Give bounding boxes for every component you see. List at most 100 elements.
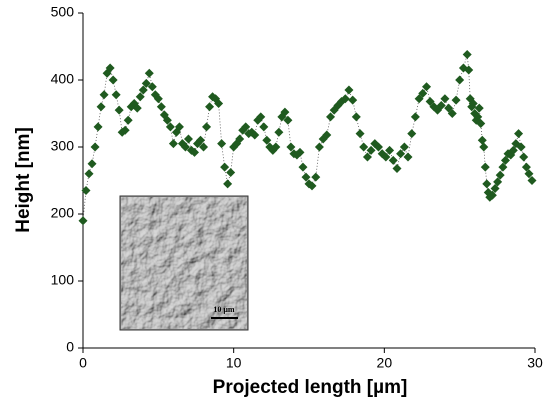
data-point (226, 167, 236, 177)
data-point (280, 107, 290, 117)
y-tick-label: 0 (66, 339, 74, 355)
data-point (344, 85, 354, 95)
data-point (162, 115, 172, 125)
data-point (214, 98, 224, 108)
y-tick-label: 300 (51, 138, 75, 154)
data-point (493, 177, 503, 187)
data-point (96, 102, 106, 112)
data-point (144, 68, 154, 78)
data-point (256, 112, 266, 122)
data-point (117, 127, 127, 137)
data-point (422, 82, 432, 92)
data-point (78, 216, 88, 226)
data-point (348, 95, 358, 105)
data-point (311, 172, 321, 182)
inset-texture (121, 197, 247, 329)
data-point (217, 139, 227, 149)
inset-image: 10 μm (119, 195, 249, 331)
data-point (366, 145, 376, 155)
data-point (440, 94, 450, 104)
data-point (425, 96, 435, 106)
data-point (168, 139, 178, 149)
data-point (241, 122, 251, 132)
data-point (99, 90, 109, 100)
data-point (516, 142, 526, 152)
data-point (477, 135, 487, 145)
data-point (180, 142, 190, 152)
data-point (220, 162, 230, 172)
data-point (147, 82, 157, 92)
data-point (447, 109, 457, 118)
data-point (108, 75, 118, 85)
data-point (381, 152, 391, 162)
data-point (362, 152, 372, 162)
data-point (250, 130, 260, 140)
data-point (271, 142, 281, 152)
data-point (392, 163, 402, 173)
data-point (171, 127, 181, 137)
data-point (455, 75, 465, 85)
data-point (84, 169, 94, 179)
data-point (498, 162, 508, 172)
data-point (120, 125, 130, 135)
data-point (490, 184, 500, 194)
data-point (314, 142, 324, 152)
data-point (259, 122, 269, 132)
data-point (527, 176, 537, 185)
data-point (295, 147, 305, 157)
data-point (480, 162, 490, 172)
x-tick-label: 0 (79, 355, 87, 371)
data-point (93, 122, 103, 132)
y-axis-label: Height [nm] (13, 127, 34, 233)
data-point (385, 145, 395, 155)
data-point (403, 152, 413, 162)
data-point (479, 142, 489, 152)
data-point (114, 105, 124, 115)
data-point (135, 92, 145, 102)
data-point (508, 145, 518, 155)
data-point (274, 127, 284, 137)
data-point (326, 112, 336, 122)
x-tick-label: 10 (226, 355, 242, 371)
data-point (235, 134, 245, 144)
data-point (111, 90, 121, 100)
data-point (524, 169, 534, 179)
data-point (464, 65, 474, 75)
data-point (407, 129, 417, 139)
data-point (262, 135, 272, 145)
data-point (90, 142, 100, 152)
data-point (473, 112, 483, 122)
data-point (340, 94, 350, 104)
data-point (138, 85, 148, 95)
data-point (355, 129, 365, 139)
data-point (514, 129, 524, 139)
data-point (495, 170, 505, 180)
data-point (451, 95, 461, 105)
data-point (156, 102, 166, 112)
data-point (436, 100, 446, 110)
data-point (476, 119, 486, 129)
data-point (521, 162, 531, 172)
data-point (123, 115, 133, 125)
data-point (132, 103, 142, 113)
data-point (196, 135, 206, 145)
data-point (307, 181, 317, 191)
data-point (205, 102, 215, 112)
x-tick-label: 30 (527, 355, 543, 371)
data-point (468, 98, 478, 108)
data-point (165, 122, 175, 132)
data-point (399, 142, 409, 152)
x-tick-label: 20 (377, 355, 393, 371)
x-axis-label: Projected length [µm] (213, 377, 408, 398)
data-point (183, 134, 193, 144)
data-point (482, 179, 492, 189)
data-point (373, 142, 383, 152)
data-point (199, 142, 209, 152)
y-tick-label: 200 (51, 205, 75, 221)
data-point (322, 130, 332, 140)
data-point (500, 155, 510, 165)
y-tick-label: 500 (51, 4, 75, 20)
data-point (141, 78, 151, 88)
data-point (87, 159, 97, 169)
